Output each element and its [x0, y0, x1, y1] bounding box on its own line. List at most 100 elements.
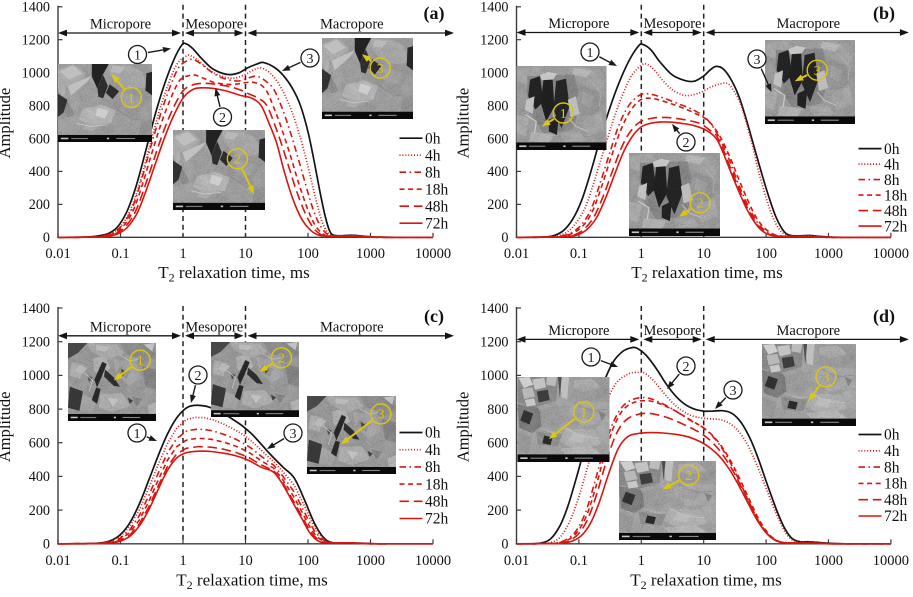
svg-text:2: 2 [685, 469, 692, 484]
svg-text:200: 200 [487, 197, 508, 213]
svg-text:0: 0 [501, 230, 508, 246]
svg-text:T2 relaxation time, ms: T2 relaxation time, ms [158, 263, 309, 285]
svg-text:Amplitude: Amplitude [454, 392, 473, 463]
svg-text:(c): (c) [424, 306, 444, 327]
svg-text:100: 100 [297, 553, 319, 569]
svg-text:0.01: 0.01 [45, 246, 70, 262]
svg-text:100: 100 [755, 553, 777, 569]
svg-text:1000: 1000 [480, 66, 508, 82]
svg-text:Mesopore: Mesopore [185, 320, 243, 336]
svg-text:2: 2 [219, 111, 226, 126]
svg-text:10: 10 [238, 553, 253, 569]
svg-text:Mesopore: Mesopore [185, 17, 243, 33]
svg-text:Micropore: Micropore [548, 16, 609, 32]
svg-text:10: 10 [696, 553, 711, 569]
svg-text:1400: 1400 [480, 301, 508, 317]
svg-text:3: 3 [377, 408, 384, 423]
svg-text:48h: 48h [884, 492, 908, 509]
svg-text:0h: 0h [425, 425, 441, 442]
svg-text:Micropore: Micropore [548, 323, 609, 339]
svg-text:1000: 1000 [356, 246, 385, 262]
svg-text:0h: 0h [884, 141, 900, 158]
svg-text:1400: 1400 [480, 0, 508, 16]
svg-text:Macropore: Macropore [776, 323, 840, 339]
svg-text:8h: 8h [884, 172, 900, 189]
svg-text:1200: 1200 [480, 335, 508, 351]
svg-text:10000: 10000 [415, 553, 451, 569]
svg-text:1: 1 [560, 107, 567, 122]
svg-text:10000: 10000 [873, 553, 909, 569]
svg-text:0.01: 0.01 [45, 553, 70, 569]
svg-text:1000: 1000 [814, 246, 843, 262]
svg-text:2: 2 [683, 136, 690, 151]
svg-text:1: 1 [179, 553, 186, 569]
svg-text:Mesopore: Mesopore [644, 16, 702, 32]
svg-text:200: 200 [487, 503, 508, 519]
svg-text:3: 3 [754, 53, 761, 68]
svg-text:0: 0 [501, 537, 508, 553]
svg-text:1200: 1200 [480, 33, 508, 49]
svg-text:800: 800 [487, 402, 508, 418]
svg-text:600: 600 [29, 131, 50, 147]
svg-text:0.1: 0.1 [570, 246, 588, 262]
svg-text:100: 100 [755, 246, 777, 262]
svg-text:800: 800 [29, 98, 50, 114]
svg-text:1: 1 [638, 246, 645, 262]
svg-text:8h: 8h [425, 164, 441, 181]
svg-text:18h: 18h [884, 476, 908, 493]
svg-text:3: 3 [290, 427, 297, 442]
svg-text:1: 1 [134, 427, 141, 442]
svg-text:72h: 72h [884, 218, 908, 235]
svg-text:(a): (a) [424, 3, 445, 24]
svg-text:T2 relaxation time, ms: T2 relaxation time, ms [630, 570, 781, 592]
svg-text:10: 10 [238, 246, 253, 262]
svg-text:T2 relaxation time, ms: T2 relaxation time, ms [176, 570, 327, 592]
svg-text:4h: 4h [884, 443, 900, 460]
svg-text:1: 1 [588, 351, 595, 366]
svg-text:72h: 72h [425, 215, 449, 232]
svg-text:Amplitude: Amplitude [0, 88, 14, 159]
svg-text:0h: 0h [884, 427, 900, 444]
svg-text:200: 200 [29, 197, 50, 213]
svg-text:0.1: 0.1 [111, 553, 129, 569]
svg-text:8h: 8h [425, 459, 441, 476]
svg-text:400: 400 [29, 164, 50, 180]
svg-text:1200: 1200 [22, 33, 50, 49]
svg-text:1000: 1000 [480, 368, 508, 384]
svg-text:0h: 0h [425, 130, 441, 147]
svg-text:3: 3 [730, 384, 737, 399]
svg-text:0: 0 [43, 230, 50, 246]
svg-text:48h: 48h [425, 198, 449, 215]
svg-text:18h: 18h [425, 181, 449, 198]
svg-text:Micropore: Micropore [90, 17, 151, 33]
svg-text:T2 relaxation time, ms: T2 relaxation time, ms [631, 263, 782, 285]
svg-text:2: 2 [683, 360, 690, 375]
svg-text:18h: 18h [425, 476, 449, 493]
svg-text:0.01: 0.01 [504, 246, 529, 262]
svg-text:1: 1 [137, 354, 144, 369]
svg-text:400: 400 [487, 469, 508, 485]
svg-text:400: 400 [29, 469, 50, 485]
svg-text:72h: 72h [425, 511, 449, 528]
svg-text:0.1: 0.1 [570, 553, 588, 569]
svg-text:Mesopore: Mesopore [644, 323, 702, 339]
svg-text:400: 400 [487, 164, 508, 180]
svg-text:Amplitude: Amplitude [454, 88, 473, 159]
svg-text:2: 2 [195, 369, 202, 384]
svg-text:1: 1 [580, 406, 587, 421]
svg-text:4h: 4h [425, 147, 441, 164]
svg-text:Amplitude: Amplitude [0, 392, 14, 463]
svg-text:(d): (d) [873, 306, 895, 327]
svg-text:10000: 10000 [415, 246, 451, 262]
svg-text:Macropore: Macropore [776, 16, 840, 32]
svg-text:Macropore: Macropore [320, 320, 384, 336]
svg-text:200: 200 [29, 503, 50, 519]
svg-text:2: 2 [697, 197, 704, 212]
svg-text:18h: 18h [884, 187, 908, 204]
svg-text:600: 600 [487, 131, 508, 147]
svg-text:0: 0 [43, 537, 50, 553]
svg-text:3: 3 [377, 62, 384, 77]
svg-text:8h: 8h [884, 459, 900, 476]
svg-text:Macropore: Macropore [320, 17, 384, 33]
svg-text:4h: 4h [425, 442, 441, 459]
